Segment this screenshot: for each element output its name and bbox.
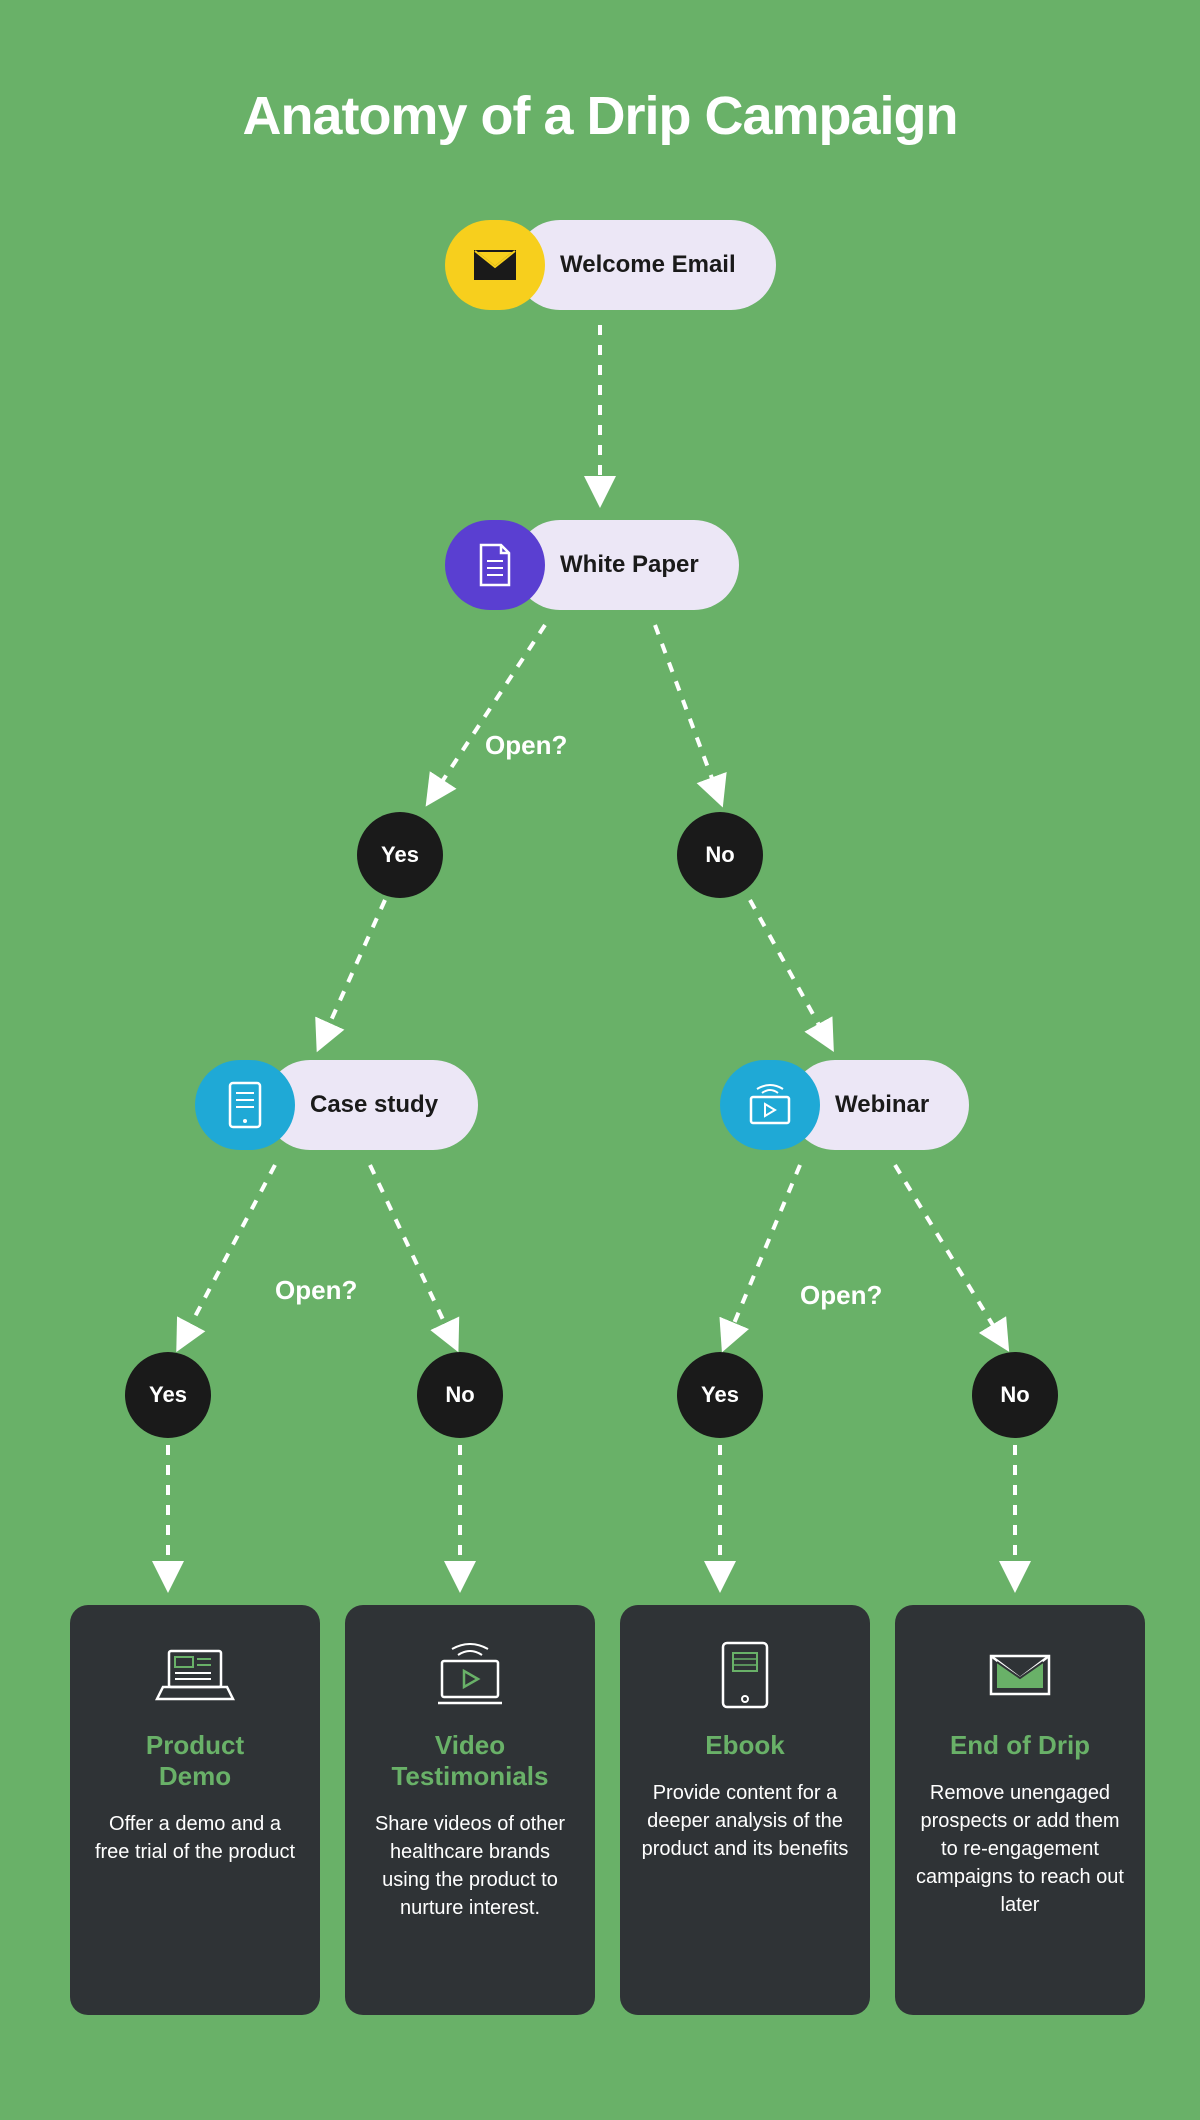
node-case-study: Case study bbox=[195, 1060, 478, 1150]
decision-yes: Yes bbox=[357, 812, 443, 898]
laptop-icon bbox=[155, 1635, 235, 1715]
decision-label-open: Open? bbox=[275, 1275, 357, 1306]
node-webinar: Webinar bbox=[720, 1060, 969, 1150]
document-icon bbox=[445, 520, 545, 610]
card-title: Ebook bbox=[705, 1730, 784, 1761]
card-title: ProductDemo bbox=[146, 1730, 244, 1792]
mail-outline-icon bbox=[985, 1635, 1055, 1715]
decision-no: No bbox=[677, 812, 763, 898]
decision-yes: Yes bbox=[677, 1352, 763, 1438]
decision-yes: Yes bbox=[125, 1352, 211, 1438]
decision-no: No bbox=[972, 1352, 1058, 1438]
ebook-icon bbox=[717, 1635, 773, 1715]
card-title: End of Drip bbox=[950, 1730, 1090, 1761]
node-label: Welcome Email bbox=[515, 220, 776, 310]
card-title: VideoTestimonials bbox=[391, 1730, 548, 1792]
outcome-end-of-drip: End of Drip Remove unengaged prospects o… bbox=[895, 1605, 1145, 2015]
infographic-canvas: Anatomy of a Drip Campaign Welcome Email… bbox=[0, 0, 1200, 2120]
node-welcome-email: Welcome Email bbox=[445, 220, 776, 310]
tablet-doc-icon bbox=[195, 1060, 295, 1150]
card-desc: Provide content for a deeper analysis of… bbox=[640, 1779, 850, 1863]
node-label: White Paper bbox=[515, 520, 739, 610]
decision-label-open: Open? bbox=[800, 1280, 882, 1311]
card-desc: Share videos of other healthcare brands … bbox=[365, 1810, 575, 1922]
card-desc: Offer a demo and a free trial of the pro… bbox=[90, 1810, 300, 1866]
outcome-video-testimonials: VideoTestimonials Share videos of other … bbox=[345, 1605, 595, 2015]
webinar-icon bbox=[720, 1060, 820, 1150]
decision-no: No bbox=[417, 1352, 503, 1438]
outcome-product-demo: ProductDemo Offer a demo and a free tria… bbox=[70, 1605, 320, 2015]
video-icon bbox=[432, 1635, 508, 1715]
outcome-ebook: Ebook Provide content for a deeper analy… bbox=[620, 1605, 870, 2015]
card-desc: Remove unengaged prospects or add them t… bbox=[915, 1779, 1125, 1919]
mail-icon bbox=[445, 220, 545, 310]
node-label: Case study bbox=[265, 1060, 478, 1150]
page-title: Anatomy of a Drip Campaign bbox=[0, 85, 1200, 147]
node-white-paper: White Paper bbox=[445, 520, 739, 610]
decision-label-open: Open? bbox=[485, 730, 567, 761]
